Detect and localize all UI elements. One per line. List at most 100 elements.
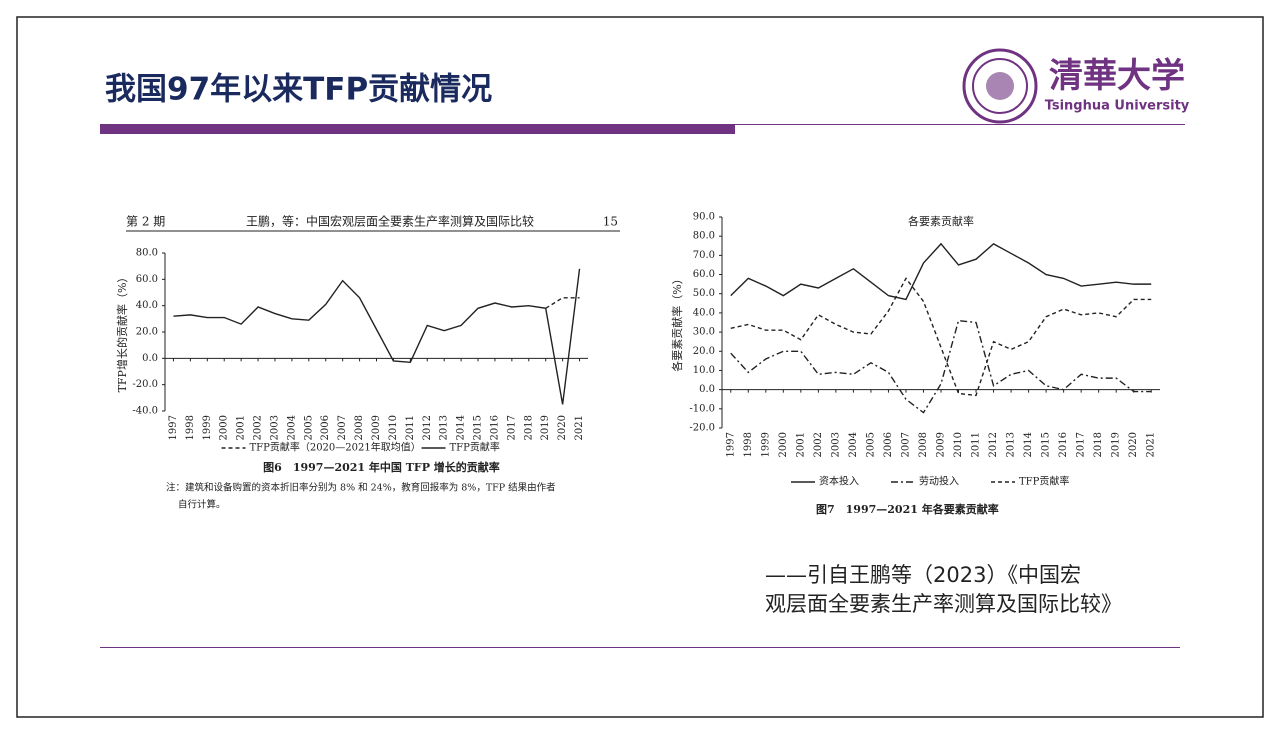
x-tick-label: 2005 [865, 432, 876, 457]
y-tick-label: 60.0 [136, 274, 158, 285]
chart-note: 自行计算。 [178, 499, 226, 511]
chart-note: 注：建筑和设备购置的资本折旧率分别为 8% 和 24%，教育回报率为 8%，TF… [166, 482, 556, 494]
series-line [545, 297, 580, 309]
logo-cn: 清華大学 [1049, 56, 1185, 96]
chart-caption: 图7 1997—2021 年各要素贡献率 [816, 502, 999, 516]
seal-core [986, 72, 1014, 100]
y-tick-label: -10.0 [689, 403, 715, 414]
legend-label: 劳动投入 [919, 475, 959, 488]
logo: 清華大学 Tsinghua University [962, 48, 1190, 124]
x-tick-label: 2001 [236, 415, 247, 440]
quote-line: 观层面全要素生产率测算及国际比较》 [765, 592, 1122, 616]
x-tick-label: 1997 [168, 415, 179, 440]
x-tick-label: 2009 [936, 432, 947, 457]
x-tick-label: 1998 [185, 415, 196, 440]
x-tick-label: 2003 [830, 432, 841, 457]
series-line [730, 277, 1152, 397]
y-tick-label: 30.0 [693, 327, 715, 338]
y-tick-label: 0.0 [699, 384, 715, 395]
x-tick-label: 2015 [1041, 432, 1052, 457]
x-tick-label: 2009 [371, 415, 382, 440]
chart-title: 各要素贡献率 [908, 214, 974, 228]
x-tick-label: 2010 [388, 415, 399, 440]
y-tick-label: -20.0 [689, 423, 715, 434]
seal-inner [972, 58, 1028, 114]
page-header: 第 2 期 [126, 215, 165, 229]
y-tick-label: 20.0 [693, 346, 715, 357]
x-tick-label: 2016 [489, 415, 500, 440]
y-tick-label: 40.0 [693, 307, 715, 318]
x-tick-label: 2010 [953, 432, 964, 457]
y-tick-label: -40.0 [132, 406, 158, 417]
slide-title: 我国97年以来TFP贡献情况 [105, 72, 492, 108]
y-tick-label: 80.0 [693, 231, 715, 242]
x-tick-label: 2014 [1023, 432, 1034, 457]
y-axis-label: TFP增长的贡献率（%） [115, 272, 129, 393]
chart-caption: 图6 1997—2021 年中国 TFP 增长的贡献率 [263, 460, 500, 474]
y-tick-label: 20.0 [136, 327, 158, 338]
x-tick-label: 2018 [523, 415, 534, 440]
x-tick-label: 1998 [743, 432, 754, 457]
y-tick-label: 40.0 [136, 300, 158, 311]
slide-border [16, 16, 1264, 718]
legend-label: 资本投入 [819, 475, 859, 488]
x-tick-label: 2004 [286, 415, 297, 440]
x-tick-label: 2000 [219, 415, 230, 440]
x-tick-label: 1999 [760, 432, 771, 457]
page-header: 15 [603, 215, 618, 229]
x-tick-label: 2004 [848, 432, 859, 457]
x-tick-label: 2013 [1006, 432, 1017, 457]
x-tick-label: 2011 [971, 432, 982, 457]
x-tick-label: 2005 [303, 415, 314, 440]
x-tick-label: 2019 [1111, 432, 1122, 457]
x-tick-label: 2017 [1076, 432, 1087, 457]
x-tick-label: 2000 [778, 432, 789, 457]
x-tick-label: 2015 [473, 415, 484, 440]
seal-outer [962, 48, 1038, 124]
legend-label: TFP贡献率 [1019, 475, 1069, 488]
series-line [173, 268, 581, 405]
y-tick-label: 60.0 [693, 269, 715, 280]
x-tick-label: 2018 [1093, 432, 1104, 457]
y-tick-label: 50.0 [693, 288, 715, 299]
series-line [730, 242, 1152, 301]
x-tick-label: 2016 [1058, 432, 1069, 457]
x-tick-label: 2013 [439, 415, 450, 440]
x-tick-label: 2007 [900, 432, 911, 457]
x-tick-label: 2014 [456, 415, 467, 440]
x-tick-label: 2002 [253, 415, 264, 440]
x-tick-label: 2006 [320, 415, 331, 440]
quote-line: ——引自王鹏等（2023）《中国宏 [765, 563, 1081, 587]
legend-label: TFP贡献率 [450, 441, 500, 454]
y-tick-label: 80.0 [136, 248, 158, 259]
y-axis-label: 各要素贡献率（%） [670, 273, 684, 371]
x-tick-label: 2002 [813, 432, 824, 457]
y-tick-label: 70.0 [693, 250, 715, 261]
x-tick-label: 2020 [557, 415, 568, 440]
logo-en: Tsinghua University [1045, 99, 1190, 114]
x-tick-label: 2008 [354, 415, 365, 440]
x-tick-label: 2008 [918, 432, 929, 457]
x-tick-label: 2012 [422, 415, 433, 440]
x-tick-label: 2021 [1146, 432, 1157, 457]
series-line [730, 319, 1152, 414]
x-tick-label: 2021 [574, 415, 585, 440]
y-tick-label: 0.0 [142, 353, 158, 364]
x-tick-label: 1997 [725, 432, 736, 457]
y-tick-label: 90.0 [693, 212, 715, 223]
x-tick-label: 2006 [883, 432, 894, 457]
x-tick-label: 2017 [506, 415, 517, 440]
title-bar [100, 124, 735, 134]
y-tick-label: -20.0 [132, 379, 158, 390]
x-tick-label: 2012 [988, 432, 999, 457]
x-tick-label: 2003 [269, 415, 280, 440]
x-tick-label: 2019 [540, 415, 551, 440]
x-tick-label: 2007 [337, 415, 348, 440]
x-tick-label: 2020 [1128, 432, 1139, 457]
x-tick-label: 1999 [202, 415, 213, 440]
x-tick-label: 2001 [795, 432, 806, 457]
x-tick-label: 2011 [405, 415, 416, 440]
legend-label: TFP贡献率（2020—2021年取均值） [250, 441, 421, 454]
